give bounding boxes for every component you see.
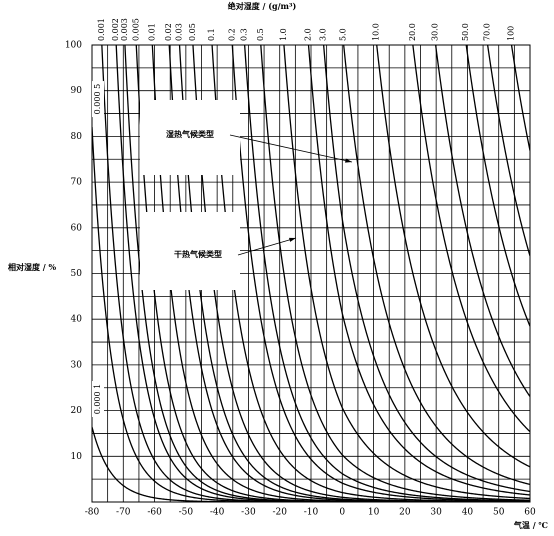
x-tick-label: -60 xyxy=(147,508,162,518)
curve-label: 0.05 xyxy=(188,23,197,41)
x-tick-label: 60 xyxy=(524,508,536,518)
curves xyxy=(92,45,530,502)
isopleth-curve xyxy=(376,45,530,468)
x-tick-label: -40 xyxy=(210,508,225,518)
annotation: 干热气候类型 xyxy=(174,249,222,259)
isopleth-curve xyxy=(243,45,530,502)
curve-label: 10.0 xyxy=(372,23,381,41)
y-tick-label: 100 xyxy=(65,41,82,51)
curve-label: 0.3 xyxy=(240,28,249,41)
x-tick-label: 0 xyxy=(339,508,345,518)
y-axis-label: 相对湿度 / % xyxy=(8,262,56,272)
y-tick-label: 40 xyxy=(71,315,83,325)
annotation: 湿热气候类型 xyxy=(166,129,214,139)
curve-label: 0.5 xyxy=(256,28,265,41)
label-bg xyxy=(92,81,104,118)
x-axis-label: 气温 / ℃ xyxy=(513,520,548,530)
y-tick-label: 10 xyxy=(71,452,83,462)
y-tick-label: 30 xyxy=(71,360,83,370)
curve-label: 1.0 xyxy=(279,28,288,41)
curve-label: 50.0 xyxy=(461,23,470,41)
curve-label: 0.002 xyxy=(111,18,120,41)
x-tick-label: 20 xyxy=(399,508,411,518)
annotation-bg xyxy=(140,100,240,175)
x-tick-label: 10 xyxy=(368,508,380,518)
annotation-arrow xyxy=(229,134,353,163)
curve-label: 0.03 xyxy=(175,23,184,41)
isopleth-curve xyxy=(465,45,530,327)
y-tick-label: 60 xyxy=(71,223,83,233)
isopleth-curve xyxy=(510,45,530,151)
isopleth-curve xyxy=(412,45,530,433)
arrow-head xyxy=(289,237,296,242)
curve-label: 0.2 xyxy=(227,28,236,41)
y-tick-label: 20 xyxy=(71,406,83,416)
isopleth-curve xyxy=(231,45,530,502)
x-tick-label: -20 xyxy=(272,508,287,518)
curve-label: 0.005 xyxy=(131,18,140,41)
isopleth-curve xyxy=(434,45,530,397)
x-tick-label: -80 xyxy=(85,508,100,518)
curve-label: 2.0 xyxy=(304,28,313,41)
curve-label: 0.1 xyxy=(207,28,216,41)
isopleth-curve xyxy=(211,45,530,502)
x-tick-label: -50 xyxy=(179,508,194,518)
curve-label: 20.0 xyxy=(408,23,417,41)
annotation-bg xyxy=(140,212,240,290)
curve-label: 30.0 xyxy=(431,23,440,41)
isopleth-curve xyxy=(307,45,530,496)
curve-label: 3.0 xyxy=(319,28,328,41)
isopleth-curve xyxy=(486,45,530,257)
isopleth-curve xyxy=(283,45,530,500)
x-tick-label: -30 xyxy=(241,508,256,518)
isopleth-curve xyxy=(322,45,530,493)
y-tick-label: 80 xyxy=(71,132,83,142)
isopleth-curve xyxy=(260,45,530,501)
curve-label: 0.000 1 xyxy=(93,384,102,415)
curve-label: 100 xyxy=(507,26,516,41)
curve-label: 0.000 5 xyxy=(93,84,102,115)
curve-label: 70.0 xyxy=(483,23,492,41)
y-tick-label: 90 xyxy=(71,86,83,96)
label-bg xyxy=(92,381,104,418)
curve-label: 0.01 xyxy=(147,23,156,41)
y-tick-label: 70 xyxy=(71,178,83,188)
curve-label: 5.0 xyxy=(339,28,348,41)
x-tick-label: -70 xyxy=(116,508,131,518)
annotation-arrow xyxy=(237,237,297,256)
curve-label: 0.003 xyxy=(120,18,129,41)
curve-label: 0.001 xyxy=(97,18,106,41)
isopleth-curve xyxy=(343,45,530,486)
chart-title: 绝对湿度 / (g/m³) xyxy=(228,1,297,11)
x-tick-label: 50 xyxy=(493,508,505,518)
y-tick-label: 50 xyxy=(71,269,83,279)
x-tick-label: -10 xyxy=(304,508,319,518)
curve-label: 0.02 xyxy=(164,23,173,41)
x-tick-label: 40 xyxy=(462,508,474,518)
arrow-head xyxy=(345,158,352,163)
x-tick-label: 30 xyxy=(430,508,442,518)
